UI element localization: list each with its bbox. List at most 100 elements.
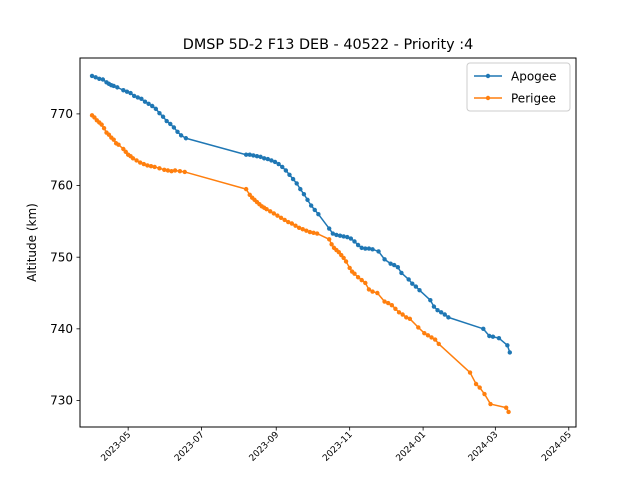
data-point-apogee xyxy=(283,168,289,173)
data-point-apogee xyxy=(175,129,180,134)
data-point-apogee xyxy=(139,96,144,102)
data-point-apogee xyxy=(243,152,249,157)
data-point-apogee xyxy=(97,76,102,81)
legend-marker-apogee xyxy=(485,73,491,79)
data-point-perigee xyxy=(407,316,413,322)
data-point-perigee xyxy=(327,237,332,242)
data-point-perigee xyxy=(275,213,280,218)
y-tick-label: 750 xyxy=(50,250,73,264)
data-point-perigee xyxy=(343,259,349,264)
legend-box xyxy=(466,62,571,112)
data-point-apogee xyxy=(247,152,252,157)
data-point-perigee xyxy=(286,219,291,225)
data-point-perigee xyxy=(506,409,511,415)
data-point-apogee xyxy=(276,161,281,167)
data-point-perigee xyxy=(311,230,316,236)
data-point-apogee xyxy=(355,242,361,248)
data-point-apogee xyxy=(327,226,332,231)
data-point-perigee xyxy=(268,209,273,214)
data-point-apogee xyxy=(352,239,357,244)
data-point-apogee xyxy=(481,326,486,332)
data-point-apogee xyxy=(388,261,393,266)
y-tick-label: 760 xyxy=(50,179,73,193)
data-point-perigee xyxy=(307,229,313,235)
data-point-perigee xyxy=(482,391,487,397)
data-point-apogee xyxy=(399,270,404,276)
data-point-perigee xyxy=(177,169,183,174)
data-point-perigee xyxy=(169,169,174,174)
data-point-apogee xyxy=(121,88,126,93)
data-point-apogee xyxy=(392,262,397,268)
y-axis: 730 740 750 760 770 xyxy=(50,107,80,408)
data-point-apogee xyxy=(428,297,433,303)
chart-title: DMSP 5D-2 F13 DEB - 40522 - Priority :4 xyxy=(183,37,474,53)
data-point-perigee xyxy=(352,271,357,276)
data-point-perigee xyxy=(134,158,139,163)
data-point-perigee xyxy=(432,337,438,342)
data-point-perigee xyxy=(304,228,309,233)
data-point-apogee xyxy=(395,265,401,270)
data-point-apogee xyxy=(142,99,148,104)
data-point-perigee xyxy=(422,330,427,336)
data-point-apogee xyxy=(168,121,173,127)
data-point-apogee xyxy=(261,156,267,161)
data-point-apogee xyxy=(93,75,98,80)
data-point-perigee xyxy=(429,335,434,340)
data-point-apogee xyxy=(490,334,496,339)
data-point-perigee xyxy=(123,149,128,155)
data-point-apogee xyxy=(382,257,387,262)
data-point-perigee xyxy=(385,300,391,306)
data-point-perigee xyxy=(396,310,402,315)
data-point-apogee xyxy=(146,101,151,107)
data-point-perigee xyxy=(137,160,143,165)
data-point-perigee xyxy=(366,287,372,292)
y-tick-label: 730 xyxy=(50,394,73,408)
data-point-perigee xyxy=(370,289,375,294)
data-point-perigee xyxy=(271,211,277,216)
data-point-perigee xyxy=(296,225,302,231)
data-point-perigee xyxy=(99,122,104,127)
y-tick-label: 770 xyxy=(50,107,73,121)
plot-frame xyxy=(79,57,577,428)
data-point-perigee xyxy=(165,168,171,173)
data-point-perigee xyxy=(382,299,387,304)
data-point-perigee xyxy=(416,325,421,330)
data-point-apogee xyxy=(334,232,339,238)
data-point-apogee xyxy=(366,246,372,251)
data-point-perigee xyxy=(162,167,167,172)
data-point-apogee xyxy=(157,110,162,116)
data-point-perigee xyxy=(425,333,431,338)
data-point-apogee xyxy=(164,118,169,124)
data-point-perigee xyxy=(329,242,334,247)
data-point-apogee xyxy=(431,304,437,309)
data-point-apogee xyxy=(265,156,271,162)
data-point-apogee xyxy=(100,77,106,82)
data-point-apogee xyxy=(363,246,368,251)
data-point-apogee xyxy=(348,236,354,241)
data-point-apogee xyxy=(446,315,451,320)
data-point-apogee xyxy=(160,114,166,119)
data-point-perigee xyxy=(436,341,441,347)
data-point-apogee xyxy=(417,287,422,293)
data-point-apogee xyxy=(410,281,415,286)
data-point-apogee xyxy=(442,312,447,317)
y-tick-label: 740 xyxy=(50,322,73,336)
data-point-apogee xyxy=(178,133,184,138)
data-point-perigee xyxy=(264,206,269,212)
data-point-apogee xyxy=(330,231,336,236)
data-point-perigee xyxy=(355,275,361,280)
legend-label-perigee: Perigee xyxy=(511,92,556,106)
data-point-apogee xyxy=(269,158,274,163)
data-point-apogee xyxy=(251,153,256,158)
data-point-perigee xyxy=(182,169,187,175)
data-point-apogee xyxy=(153,106,159,112)
data-point-apogee xyxy=(435,308,440,313)
data-point-perigee xyxy=(293,223,298,228)
data-point-apogee xyxy=(254,153,260,159)
data-point-perigee xyxy=(389,302,395,308)
data-point-apogee xyxy=(345,234,350,240)
data-point-apogee xyxy=(183,136,189,141)
y-axis-label: Altitude (km) xyxy=(25,203,39,282)
data-point-perigee xyxy=(467,370,473,375)
